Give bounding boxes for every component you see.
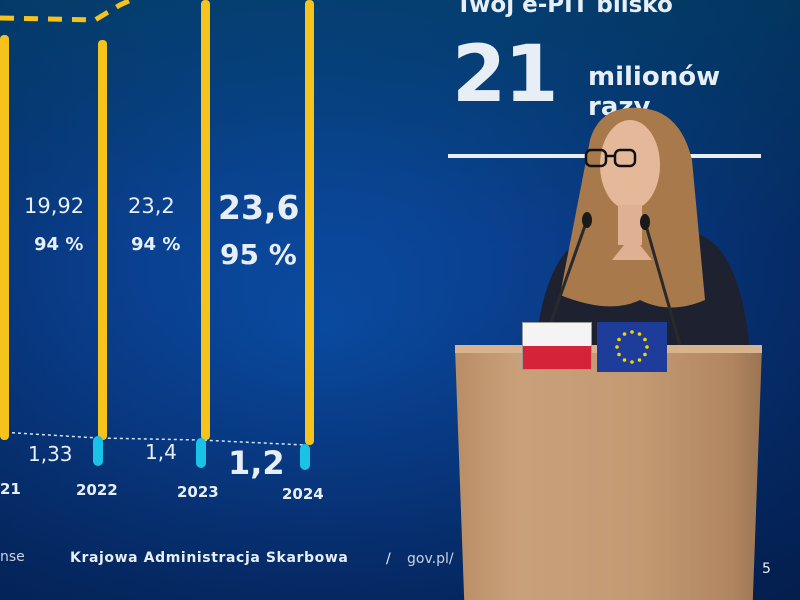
star-icon (622, 332, 627, 336)
star-icon (643, 352, 647, 357)
value-bottom-2022: 1,33 (28, 442, 73, 466)
year-label: 2024 (282, 485, 324, 503)
unit-line1: milionów (588, 62, 721, 92)
value-top-2023: 23,2 (128, 194, 175, 218)
eu-flag-icon (597, 322, 667, 372)
year-label: 2023 (177, 483, 219, 501)
dashed-line (0, 0, 137, 23)
value-bottom-2024: 1,2 (228, 444, 285, 482)
year-label: 2022 (76, 481, 118, 499)
star-icon (617, 337, 621, 342)
speaker (535, 107, 750, 350)
percent-2024: 95 % (220, 238, 297, 271)
star-icon (645, 345, 649, 349)
poland-flag-icon (522, 322, 592, 370)
value-top-2022: 19,92 (24, 194, 85, 218)
bar-2021 (0, 35, 9, 440)
year-label: 21 (0, 480, 21, 498)
glasses-icon (584, 148, 637, 168)
bar-base-2022 (93, 436, 103, 466)
bar-base-2023 (196, 438, 206, 468)
star-icon (643, 337, 647, 342)
footer-url: gov.pl/ (407, 551, 454, 567)
footer-fragment: nse (0, 549, 25, 565)
bar-base-2024 (300, 444, 310, 470)
percent-2023: 94 % (131, 234, 181, 255)
headline: Twój e-PIT blisko (456, 0, 673, 18)
star-icon (622, 358, 627, 362)
star-icon (617, 352, 621, 357)
value-top-2024: 23,6 (218, 188, 300, 227)
dotted-line (0, 431, 306, 446)
star-icon (630, 360, 634, 364)
star-icon (630, 330, 634, 334)
big-number: 21 (452, 30, 559, 120)
star-icon (615, 345, 619, 349)
footer-separator: / (386, 551, 391, 567)
footer-org: Krajowa Administracja Skarbowa (70, 550, 349, 566)
star-icon (637, 332, 642, 336)
chart-graphics (0, 0, 306, 446)
value-bottom-2023: 1,4 (145, 440, 177, 464)
podium (455, 347, 762, 600)
bar-2024 (305, 0, 314, 445)
bar-2023 (201, 0, 210, 440)
page-number: 5 (762, 561, 771, 577)
microphones (548, 212, 682, 346)
star-icon (637, 358, 642, 362)
percent-2022: 94 % (34, 234, 84, 255)
bar-2022 (98, 40, 107, 440)
